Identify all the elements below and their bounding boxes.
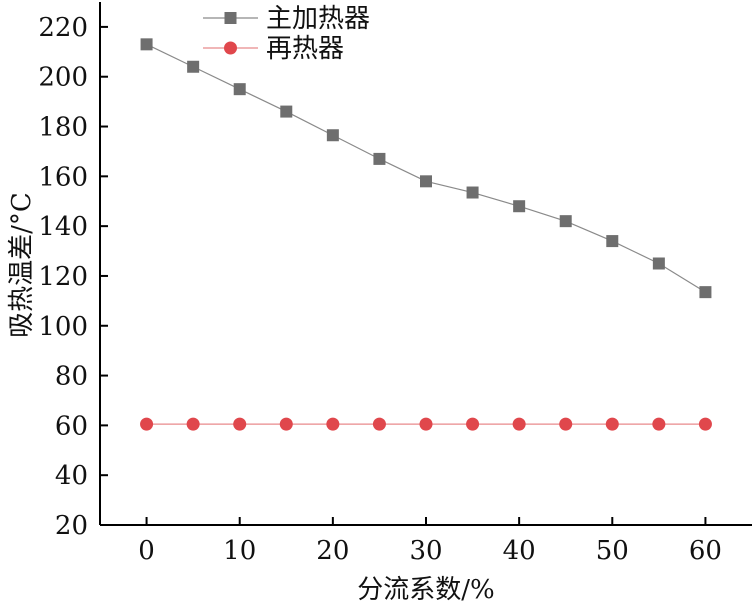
data-point: [699, 286, 712, 299]
data-point: [233, 83, 246, 96]
x-tick-label: 20: [316, 536, 349, 566]
data-point: [466, 417, 480, 431]
series-layer: [140, 38, 712, 431]
y-tick-label: 140: [38, 212, 88, 242]
legend-marker: [224, 41, 237, 55]
data-point: [373, 152, 386, 165]
data-point: [420, 175, 432, 188]
data-point: [559, 417, 573, 431]
data-point: [652, 417, 666, 431]
legend-marker: [224, 12, 237, 24]
legend-label: 主加热器: [266, 4, 370, 34]
data-point: [372, 417, 386, 431]
y-tick-label: 220: [38, 13, 88, 43]
y-axis-title: 吸热温差/°C: [7, 192, 37, 338]
x-tick-label: 60: [689, 536, 722, 566]
data-point: [559, 215, 572, 228]
x-axis-title: 分流系数/%: [357, 575, 494, 605]
legend-item: 主加热器: [203, 4, 370, 34]
x-tick-label: 10: [223, 536, 256, 566]
y-tick-label: 40: [55, 461, 88, 491]
data-point: [605, 417, 619, 431]
data-point: [419, 417, 433, 431]
data-point: [280, 105, 293, 118]
legend-item: 再热器: [203, 34, 344, 64]
data-point: [186, 417, 200, 431]
data-point: [140, 417, 154, 431]
y-tick-label: 60: [55, 411, 88, 441]
data-point: [279, 417, 293, 431]
legend-label: 再热器: [266, 34, 344, 64]
y-tick-label: 20: [55, 511, 88, 541]
series-2: [140, 417, 712, 431]
data-point: [652, 257, 665, 270]
y-tick-label: 160: [38, 162, 88, 192]
x-tick-label: 50: [596, 536, 629, 566]
data-point: [513, 200, 526, 213]
axes: 20 40 60 80 100 120 140 160 180 200 220 0 10 20 30 40 50…: [38, 2, 752, 566]
x-tick-label: 0: [138, 536, 155, 566]
data-point: [606, 235, 619, 248]
series-1: [140, 38, 712, 299]
series-line: [146, 43, 706, 293]
y-tick-label: 120: [38, 262, 88, 292]
x-tick-label: 40: [503, 536, 536, 566]
data-point: [698, 417, 712, 431]
y-tick-label: 200: [38, 63, 88, 93]
y-tick-label: 80: [55, 362, 88, 392]
x-tick-label: 30: [409, 536, 442, 566]
y-tick-label: 180: [38, 113, 88, 143]
data-point: [140, 38, 153, 51]
data-point: [466, 186, 479, 199]
data-point: [326, 129, 339, 142]
data-point: [512, 417, 526, 431]
y-tick-label: 100: [38, 312, 88, 342]
data-point: [326, 417, 340, 431]
data-point: [187, 60, 200, 73]
data-point: [233, 417, 247, 431]
